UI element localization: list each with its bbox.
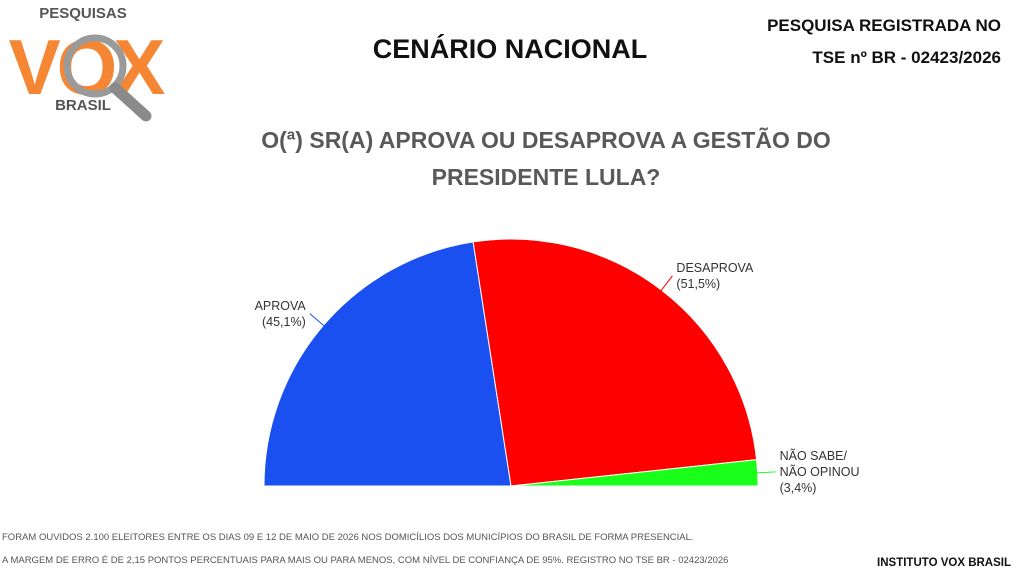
slice-label: NÃO SABE/ NÃO OPINOU (3,4%) bbox=[780, 448, 875, 496]
leader-line bbox=[755, 471, 776, 474]
slice-label: APROVA (45,1%) bbox=[255, 298, 306, 330]
logo-lens bbox=[63, 34, 127, 98]
pie-slice bbox=[263, 241, 512, 487]
slice-category: APROVA bbox=[254, 298, 306, 313]
footnote: FORAM OUVIDOS 2.100 ELEITORES ENTRE OS D… bbox=[2, 532, 694, 543]
page-title: CENÁRIO NACIONAL bbox=[372, 34, 648, 64]
leader-line bbox=[659, 275, 673, 293]
logo-handle bbox=[109, 82, 152, 122]
logo-top: PESQUISAS bbox=[39, 5, 127, 22]
footnote: A MARGEM DE ERRO É DE 2,15 PONTOS PERCEN… bbox=[2, 555, 729, 566]
slice-category: NÃO SABE/ NÃO OPINOU bbox=[779, 448, 860, 479]
slice-category: DESAPROVA bbox=[676, 260, 754, 275]
logo-bottom: BRASIL bbox=[55, 97, 111, 114]
registration-line: PESQUISA REGISTRADA NO bbox=[767, 16, 1001, 35]
slice-value: (51,5%) bbox=[676, 276, 721, 291]
slice-value: (45,1%) bbox=[261, 314, 306, 329]
chart-title: O(ª) SR(A) APROVA OU DESAPROVA A GESTÃO … bbox=[261, 127, 831, 190]
institute: INSTITUTO VOX BRASIL bbox=[877, 557, 1011, 569]
registration: PESQUISA REGISTRADA NO TSE nº BR - 02423… bbox=[767, 10, 1001, 74]
slice-value: (3,4%) bbox=[779, 480, 817, 495]
logo: PESQUISAS VOX BRASIL bbox=[9, 5, 169, 122]
registration-line: TSE nº BR - 02423/2026 bbox=[812, 48, 1001, 67]
slice-label: DESAPROVA (51,5%) bbox=[676, 260, 753, 292]
leader-line bbox=[309, 313, 326, 327]
